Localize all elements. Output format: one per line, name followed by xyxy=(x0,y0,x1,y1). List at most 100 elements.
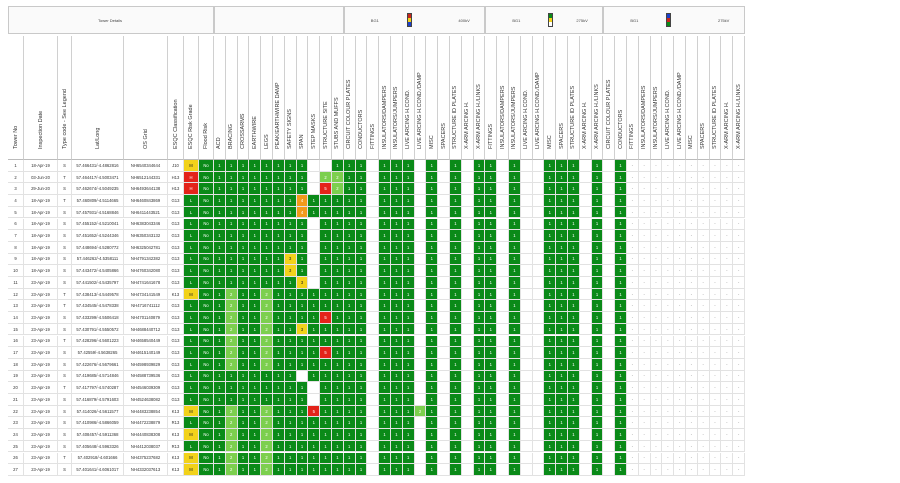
condition-cell[interactable]: - xyxy=(674,183,686,196)
column-header[interactable]: X-ARM ARCING H. xyxy=(579,36,592,160)
condition-cell[interactable]: 1 xyxy=(284,370,297,383)
condition-cell[interactable]: 1 xyxy=(509,277,521,289)
condition-cell[interactable]: - xyxy=(638,394,651,406)
condition-cell[interactable]: - xyxy=(650,206,663,219)
condition-cell[interactable]: 1 xyxy=(343,394,356,406)
cell-flood-risk[interactable]: No xyxy=(199,405,214,418)
condition-cell[interactable]: 1 xyxy=(544,241,557,254)
condition-cell[interactable]: 1 xyxy=(615,312,627,324)
cell-latlong[interactable]: 57.446262/-4.5358111 xyxy=(72,253,124,266)
condition-cell[interactable] xyxy=(414,206,427,219)
condition-cell[interactable]: 1 xyxy=(591,230,604,242)
condition-cell[interactable]: - xyxy=(733,358,745,371)
condition-cell[interactable]: - xyxy=(650,195,663,207)
cell-tower-no[interactable]: 18 xyxy=(8,358,24,371)
cell-risk-grade[interactable]: L xyxy=(184,206,199,219)
condition-cell[interactable] xyxy=(532,405,545,418)
condition-cell[interactable]: 1 xyxy=(509,171,521,184)
condition-cell[interactable]: 1 xyxy=(273,171,285,184)
cell-osgrid[interactable]: NH4716741112 xyxy=(124,300,168,313)
condition-cell[interactable]: - xyxy=(674,241,686,254)
condition-cell[interactable]: 1 xyxy=(343,347,356,359)
condition-cell[interactable]: - xyxy=(638,171,651,184)
condition-cell[interactable] xyxy=(520,206,533,219)
condition-cell[interactable]: - xyxy=(697,417,710,430)
condition-cell[interactable]: - xyxy=(709,323,722,336)
condition-cell[interactable]: 1 xyxy=(308,195,321,207)
condition-cell[interactable]: 1 xyxy=(284,230,297,242)
condition-cell[interactable]: 1 xyxy=(273,288,285,301)
condition-cell[interactable]: 1 xyxy=(355,452,368,465)
condition-cell[interactable]: 1 xyxy=(343,206,356,219)
condition-cell[interactable]: 1 xyxy=(450,323,462,336)
condition-cell[interactable]: 1 xyxy=(320,382,332,394)
condition-cell[interactable]: 1 xyxy=(225,241,238,254)
condition-cell[interactable]: 1 xyxy=(568,288,580,301)
cell-osgrid[interactable]: NH4483238854 xyxy=(124,405,168,418)
condition-cell[interactable]: - xyxy=(697,288,710,301)
condition-cell[interactable] xyxy=(532,195,545,207)
condition-cell[interactable]: 1 xyxy=(450,160,462,172)
column-header[interactable]: MISC xyxy=(686,36,698,160)
condition-cell[interactable]: 1 xyxy=(473,335,486,348)
condition-cell[interactable]: 1 xyxy=(296,288,309,301)
condition-cell[interactable]: 1 xyxy=(237,440,250,453)
condition-cell[interactable] xyxy=(497,394,509,406)
condition-cell[interactable]: - xyxy=(627,195,639,207)
condition-cell[interactable]: 1 xyxy=(320,253,332,266)
condition-cell[interactable]: - xyxy=(662,370,675,383)
column-header[interactable]: INSULATORS/JUMPERS xyxy=(509,36,521,160)
condition-cell[interactable] xyxy=(532,394,545,406)
condition-cell[interactable]: 1 xyxy=(591,405,604,418)
condition-cell[interactable]: 1 xyxy=(450,464,462,476)
condition-cell[interactable]: 1 xyxy=(308,335,321,348)
condition-cell[interactable] xyxy=(579,370,592,383)
condition-cell[interactable]: 1 xyxy=(544,277,557,289)
condition-cell[interactable]: 1 xyxy=(379,300,391,313)
cell-flood-risk[interactable]: No xyxy=(199,452,214,465)
cell-tower-no[interactable]: 1 xyxy=(8,160,24,172)
condition-cell[interactable]: - xyxy=(697,218,710,231)
cell-latlong[interactable]: 57.417797/-4.5740287 xyxy=(72,382,124,394)
condition-cell[interactable] xyxy=(497,183,509,196)
condition-cell[interactable] xyxy=(520,218,533,231)
condition-cell[interactable]: 1 xyxy=(284,323,297,336)
condition-cell[interactable]: 1 xyxy=(485,347,498,359)
condition-cell[interactable] xyxy=(497,241,509,254)
condition-cell[interactable] xyxy=(438,300,450,313)
cell-latlong[interactable]: 57.405648/-4.5963326 xyxy=(72,440,124,453)
cell-flood-risk[interactable]: No xyxy=(199,464,214,476)
condition-cell[interactable] xyxy=(461,300,474,313)
condition-cell[interactable] xyxy=(414,323,427,336)
condition-cell[interactable]: 1 xyxy=(473,452,486,465)
condition-cell[interactable] xyxy=(461,288,474,301)
condition-cell[interactable]: - xyxy=(686,429,698,441)
condition-cell[interactable]: 1 xyxy=(355,277,368,289)
cell-osgrid[interactable]: NH6493644138 xyxy=(124,183,168,196)
condition-cell[interactable] xyxy=(520,335,533,348)
condition-cell[interactable]: 1 xyxy=(391,206,403,219)
condition-cell[interactable]: - xyxy=(721,241,734,254)
cell-classification[interactable]: K13 xyxy=(168,429,184,441)
condition-cell[interactable]: 1 xyxy=(556,288,568,301)
condition-cell[interactable] xyxy=(414,195,427,207)
condition-cell[interactable]: - xyxy=(627,206,639,219)
condition-cell[interactable]: - xyxy=(686,206,698,219)
condition-cell[interactable]: 1 xyxy=(615,206,627,219)
column-header[interactable]: CONDUCTORS xyxy=(355,36,368,160)
condition-cell[interactable]: 1 xyxy=(214,464,226,476)
condition-cell[interactable]: 1 xyxy=(450,440,462,453)
condition-cell[interactable]: 1 xyxy=(426,195,439,207)
condition-cell[interactable]: 1 xyxy=(379,253,391,266)
condition-cell[interactable]: 1 xyxy=(225,206,238,219)
condition-cell[interactable]: - xyxy=(662,347,675,359)
condition-cell[interactable]: 1 xyxy=(308,452,321,465)
condition-cell[interactable]: 1 xyxy=(214,394,226,406)
condition-cell[interactable]: - xyxy=(662,218,675,231)
condition-cell[interactable] xyxy=(497,405,509,418)
cell-flood-risk[interactable]: No xyxy=(199,429,214,441)
condition-cell[interactable]: 1 xyxy=(332,206,344,219)
cell-classification[interactable]: G13 xyxy=(168,206,184,219)
condition-cell[interactable]: - xyxy=(733,288,745,301)
condition-cell[interactable]: - xyxy=(686,253,698,266)
